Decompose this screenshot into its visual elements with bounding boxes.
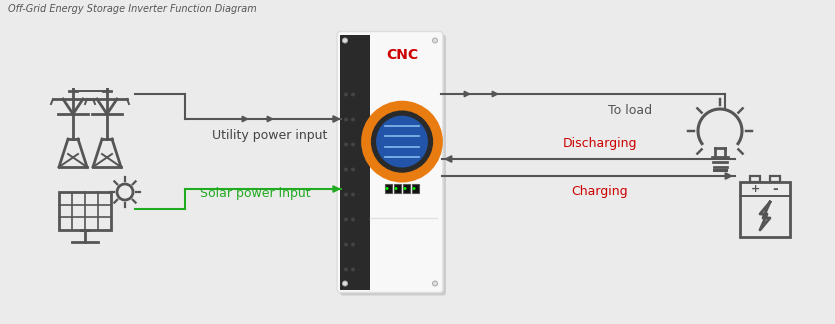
Circle shape (433, 38, 438, 43)
Bar (740, 181, 790, 237)
Circle shape (344, 92, 348, 97)
Circle shape (344, 143, 348, 146)
Bar (384, 183, 392, 192)
Text: Solar power input: Solar power input (200, 187, 311, 200)
Text: +: + (751, 183, 760, 193)
Circle shape (412, 187, 416, 190)
Bar (770, 176, 780, 181)
FancyBboxPatch shape (337, 31, 443, 293)
Circle shape (351, 168, 355, 171)
Circle shape (376, 116, 428, 168)
Circle shape (351, 92, 355, 97)
Circle shape (351, 192, 355, 196)
Circle shape (344, 118, 348, 122)
Bar (59, 192, 111, 230)
Circle shape (342, 281, 347, 286)
Bar (402, 183, 409, 192)
Circle shape (394, 187, 397, 190)
Bar (393, 183, 401, 192)
Circle shape (351, 118, 355, 122)
Text: Off-Grid Energy Storage Inverter Function Diagram: Off-Grid Energy Storage Inverter Functio… (8, 4, 256, 14)
Bar (750, 176, 760, 181)
Circle shape (344, 217, 348, 222)
Text: -: - (772, 181, 778, 195)
Bar (340, 34, 370, 290)
Text: To load: To load (608, 103, 652, 117)
Circle shape (344, 168, 348, 171)
Circle shape (351, 143, 355, 146)
Text: Utility power input: Utility power input (212, 129, 327, 142)
Text: CNC: CNC (386, 48, 418, 62)
Circle shape (351, 217, 355, 222)
Circle shape (344, 242, 348, 247)
Circle shape (344, 192, 348, 196)
Circle shape (351, 242, 355, 247)
Circle shape (344, 268, 348, 272)
Circle shape (433, 281, 438, 286)
Circle shape (351, 268, 355, 272)
Circle shape (386, 187, 388, 190)
Circle shape (366, 106, 438, 178)
Circle shape (403, 187, 407, 190)
FancyBboxPatch shape (340, 34, 446, 295)
Text: Discharging: Discharging (563, 136, 637, 149)
Bar (412, 183, 418, 192)
Circle shape (342, 38, 347, 43)
Text: Charging: Charging (572, 186, 628, 199)
